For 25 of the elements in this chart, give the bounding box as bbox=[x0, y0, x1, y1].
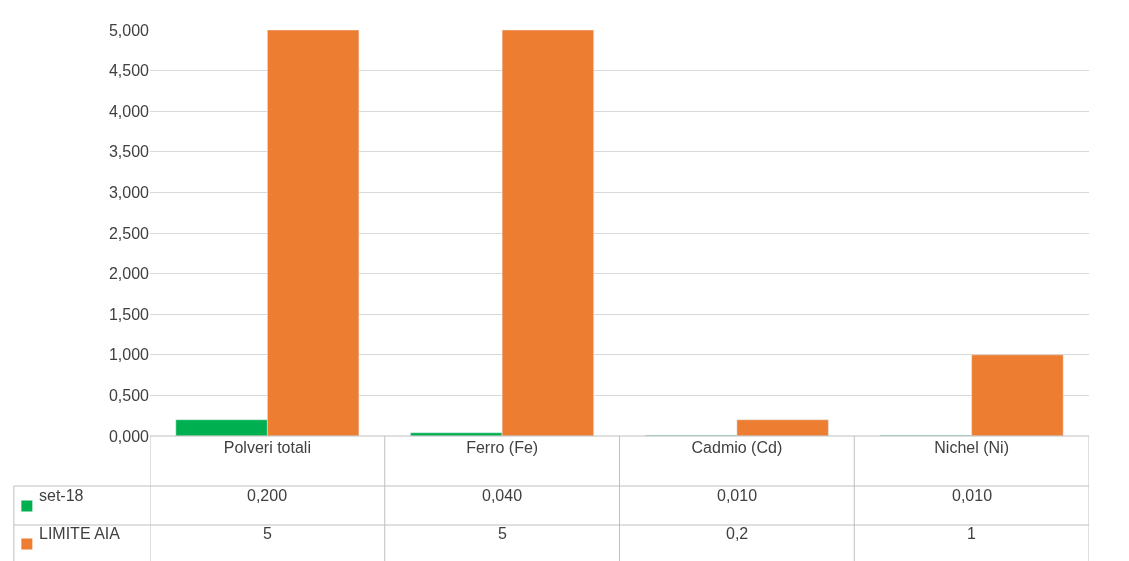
data-label: 0,010 bbox=[717, 487, 758, 504]
data-label: 0,040 bbox=[482, 487, 523, 504]
x-tick-label: Nichel (Ni) bbox=[934, 439, 1009, 456]
y-tick-label: 0,000 bbox=[108, 427, 150, 445]
y-tick-label: 3,000 bbox=[108, 184, 150, 201]
data-label: 0,200 bbox=[247, 487, 288, 504]
x-tick-label: Polveri totali bbox=[223, 439, 311, 456]
y-tick-label: 5,000 bbox=[108, 21, 150, 39]
data-label: 0,2 bbox=[726, 525, 749, 542]
y-tick-label: 2,000 bbox=[108, 265, 150, 283]
y-tick-label: 1,000 bbox=[108, 346, 150, 364]
data-label: 5 bbox=[263, 525, 272, 542]
legend-label: LIMITE AIA bbox=[39, 525, 121, 542]
data-label: 1 bbox=[967, 525, 976, 542]
y-tick-label: 4,000 bbox=[108, 102, 150, 120]
y-tick-label: 4,500 bbox=[108, 62, 150, 80]
y-tick-label: 2,500 bbox=[108, 224, 150, 242]
legend-label: set-18 bbox=[39, 487, 84, 504]
y-tick-label: 0,500 bbox=[108, 387, 150, 404]
data-label: 5 bbox=[498, 525, 507, 542]
data-label: 0,010 bbox=[952, 487, 993, 504]
x-tick-label: Cadmio (Cd) bbox=[691, 439, 783, 456]
y-tick-label: 1,500 bbox=[108, 305, 150, 323]
y-tick-label: 3,500 bbox=[108, 143, 150, 161]
x-tick-label: Ferro (Fe) bbox=[466, 439, 539, 456]
